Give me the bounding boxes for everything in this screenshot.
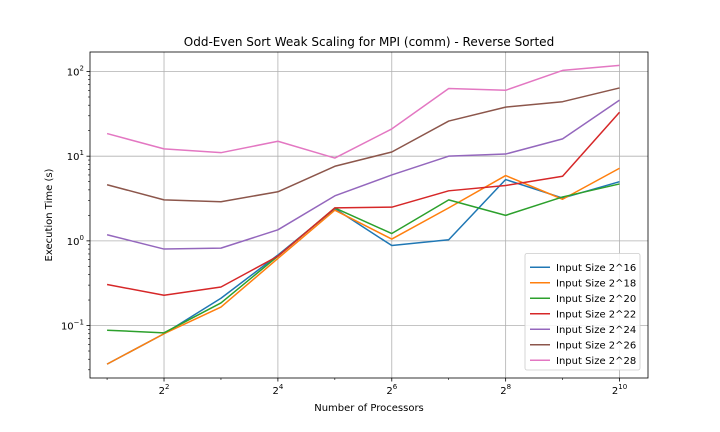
series-layer xyxy=(106,64,621,365)
plot-area-frame xyxy=(89,51,649,379)
series-line-2 xyxy=(106,167,620,365)
legend-label: Input Size 2^28 xyxy=(556,356,636,367)
x-tick-label: 24 xyxy=(272,383,283,397)
x-axis-label: Number of Processors xyxy=(314,403,424,414)
y-tick-label: 100 xyxy=(67,234,84,248)
legend-box xyxy=(524,253,641,371)
y-tick-label: 102 xyxy=(67,65,84,79)
series-line-7 xyxy=(106,64,620,159)
series-line-6 xyxy=(106,87,620,203)
x-tick-label: 22 xyxy=(159,383,170,397)
legend-label: Input Size 2^18 xyxy=(556,278,636,289)
chart-title: Odd-Even Sort Weak Scaling for MPI (comm… xyxy=(184,35,554,49)
y-tick-label: 10−1 xyxy=(61,319,84,333)
x-tick-label: 210 xyxy=(612,383,627,397)
legend-label: Input Size 2^22 xyxy=(556,309,636,320)
y-axis-label: Execution Time (s) xyxy=(44,168,55,261)
legend-label: Input Size 2^20 xyxy=(556,294,636,305)
y-tick-label: 101 xyxy=(67,149,84,163)
series-line-4 xyxy=(106,111,621,296)
series-line-3 xyxy=(107,183,620,334)
y-axis: 10−1 100 101 102 xyxy=(61,65,90,371)
legend: Input Size 2^16 Input Size 2^18 Input Size… xyxy=(524,253,641,371)
legend-label: Input Size 2^24 xyxy=(556,325,636,336)
series-line-1 xyxy=(106,178,620,365)
legend-label: Input Size 2^16 xyxy=(556,263,636,274)
x-tick-label: 28 xyxy=(500,383,511,397)
legend-label: Input Size 2^26 xyxy=(556,340,636,351)
x-axis: 22 24 26 28 210 xyxy=(106,378,627,397)
series-line-5 xyxy=(106,99,620,250)
x-tick-label: 26 xyxy=(386,383,397,397)
